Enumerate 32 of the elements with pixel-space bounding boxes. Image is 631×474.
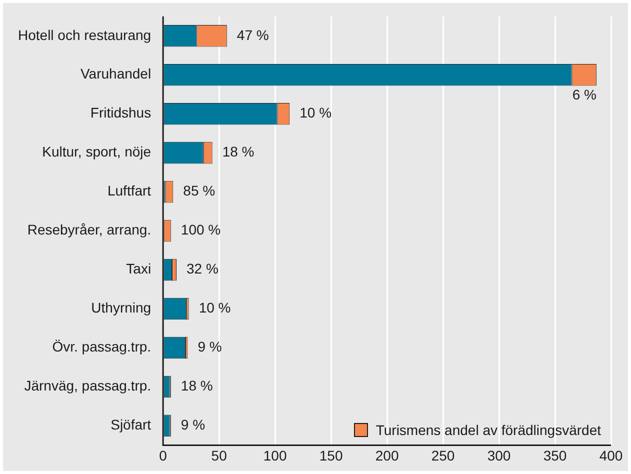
annotation: 47 % [236, 26, 269, 43]
x-tick-label: 50 [211, 447, 228, 464]
annotation: 18 % [180, 378, 213, 394]
annotation: 85 % [183, 182, 216, 199]
x-tick-label: 350 [543, 447, 567, 464]
annotation: 32 % [186, 260, 218, 277]
x-tick-label: 100 [263, 447, 287, 464]
y-tick-label: Varuhandel [80, 66, 152, 82]
x-tick-label: 150 [319, 447, 343, 464]
y-tick-label: Sjöfart [110, 416, 152, 433]
annotation: 9 % [198, 338, 222, 355]
x-tick-label: 200 [375, 447, 399, 464]
annotation: 10 % [198, 300, 231, 316]
y-tick-label: Kultur, sport, nöje [42, 144, 152, 160]
y-tick-label: Uthyrning [91, 300, 152, 316]
y-tick-label: Hotell och restaurang [18, 26, 152, 43]
y-tick-label: Fritidshus [90, 104, 152, 121]
annotation: 6 % [572, 86, 596, 103]
y-tick-label: Järnväg, passag.trp. [24, 378, 152, 394]
x-tick-label: 300 [487, 447, 511, 464]
annotation: 18 % [222, 144, 254, 160]
y-tick-label: Övr. passag.trp. [52, 338, 152, 355]
legend-label: Turismens andel av förädlingsvärdet [376, 422, 601, 438]
x-tick-label: 400 [599, 447, 623, 464]
x-tick-label: 250 [431, 447, 455, 464]
y-tick-label: Luftfart [107, 182, 152, 199]
annotation: 10 % [300, 104, 332, 121]
x-tick-label: 0 [159, 447, 168, 464]
annotation: 100 % [180, 222, 221, 238]
y-tick-label: Resebyråer, arrang. [27, 222, 152, 238]
annotation: 9 % [180, 416, 206, 433]
y-tick-label: Taxi [126, 260, 152, 277]
